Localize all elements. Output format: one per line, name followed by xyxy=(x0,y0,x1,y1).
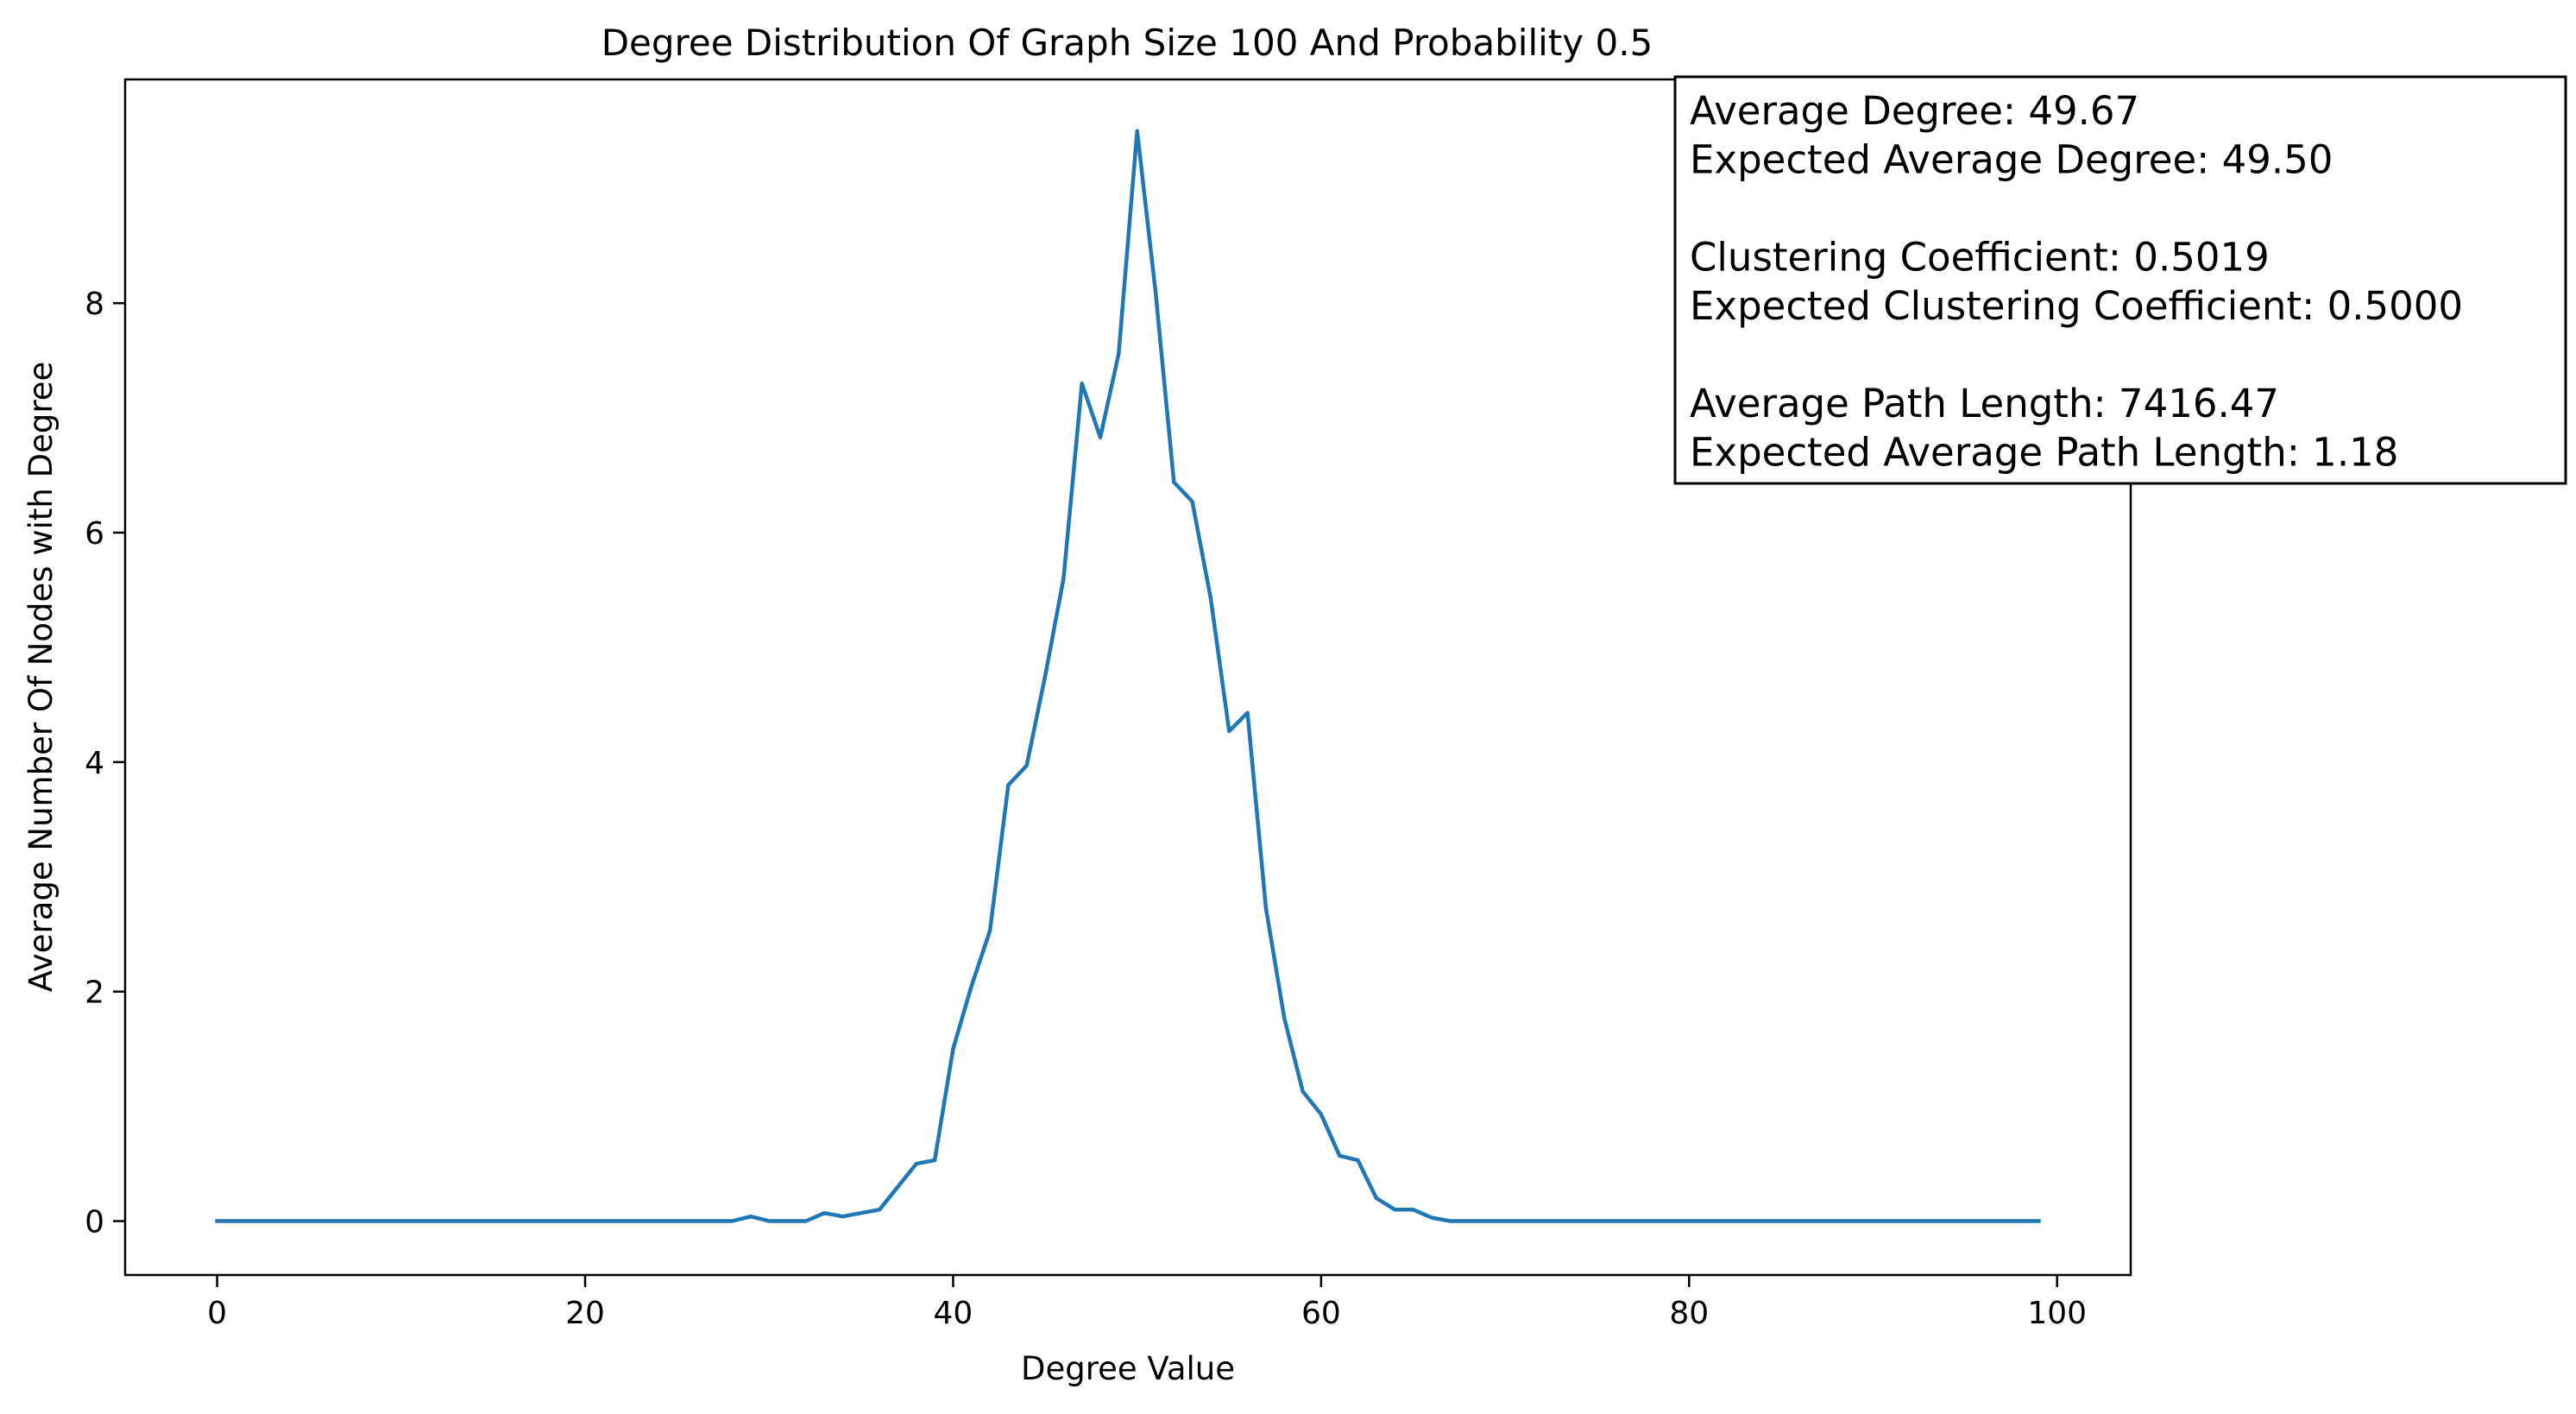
stats-annotation-line: Average Degree: 49.67 xyxy=(1690,88,2139,134)
x-tick-label: 0 xyxy=(207,1296,227,1331)
x-axis-label: Degree Value xyxy=(1021,1350,1235,1387)
stats-annotation-line: Expected Average Degree: 49.50 xyxy=(1690,137,2333,183)
chart-title: Degree Distribution Of Graph Size 100 An… xyxy=(601,22,1653,64)
x-axis-ticks: 0 20 40 60 80 100 xyxy=(207,1275,2087,1331)
y-tick-label: 4 xyxy=(85,746,104,781)
y-axis-label: Average Number Of Nodes with Degree xyxy=(22,362,60,993)
stats-annotation-line: Average Path Length: 7416.47 xyxy=(1690,381,2279,426)
plot-frame xyxy=(123,78,2132,1277)
series-line xyxy=(215,129,2041,1223)
y-tick-label: 8 xyxy=(85,287,104,322)
stats-annotation-line: Expected Average Path Length: 1.18 xyxy=(1690,430,2398,476)
stats-annotation-frame xyxy=(1673,75,2567,485)
y-axis-ticks: 0 2 4 6 8 xyxy=(85,287,125,1240)
x-tick-label: 60 xyxy=(1301,1296,1341,1331)
x-tick-label: 40 xyxy=(934,1296,973,1331)
stats-annotation-line: Clustering Coefficient: 0.5019 xyxy=(1690,235,2270,281)
stats-annotation-line: Expected Clustering Coefficient: 0.5000 xyxy=(1690,283,2463,329)
y-tick-label: 0 xyxy=(85,1205,104,1240)
x-tick-label: 80 xyxy=(1669,1296,1709,1331)
y-tick-label: 6 xyxy=(85,516,104,552)
y-tick-label: 2 xyxy=(85,975,104,1011)
x-tick-label: 20 xyxy=(565,1296,605,1331)
x-tick-label: 100 xyxy=(2027,1296,2087,1331)
